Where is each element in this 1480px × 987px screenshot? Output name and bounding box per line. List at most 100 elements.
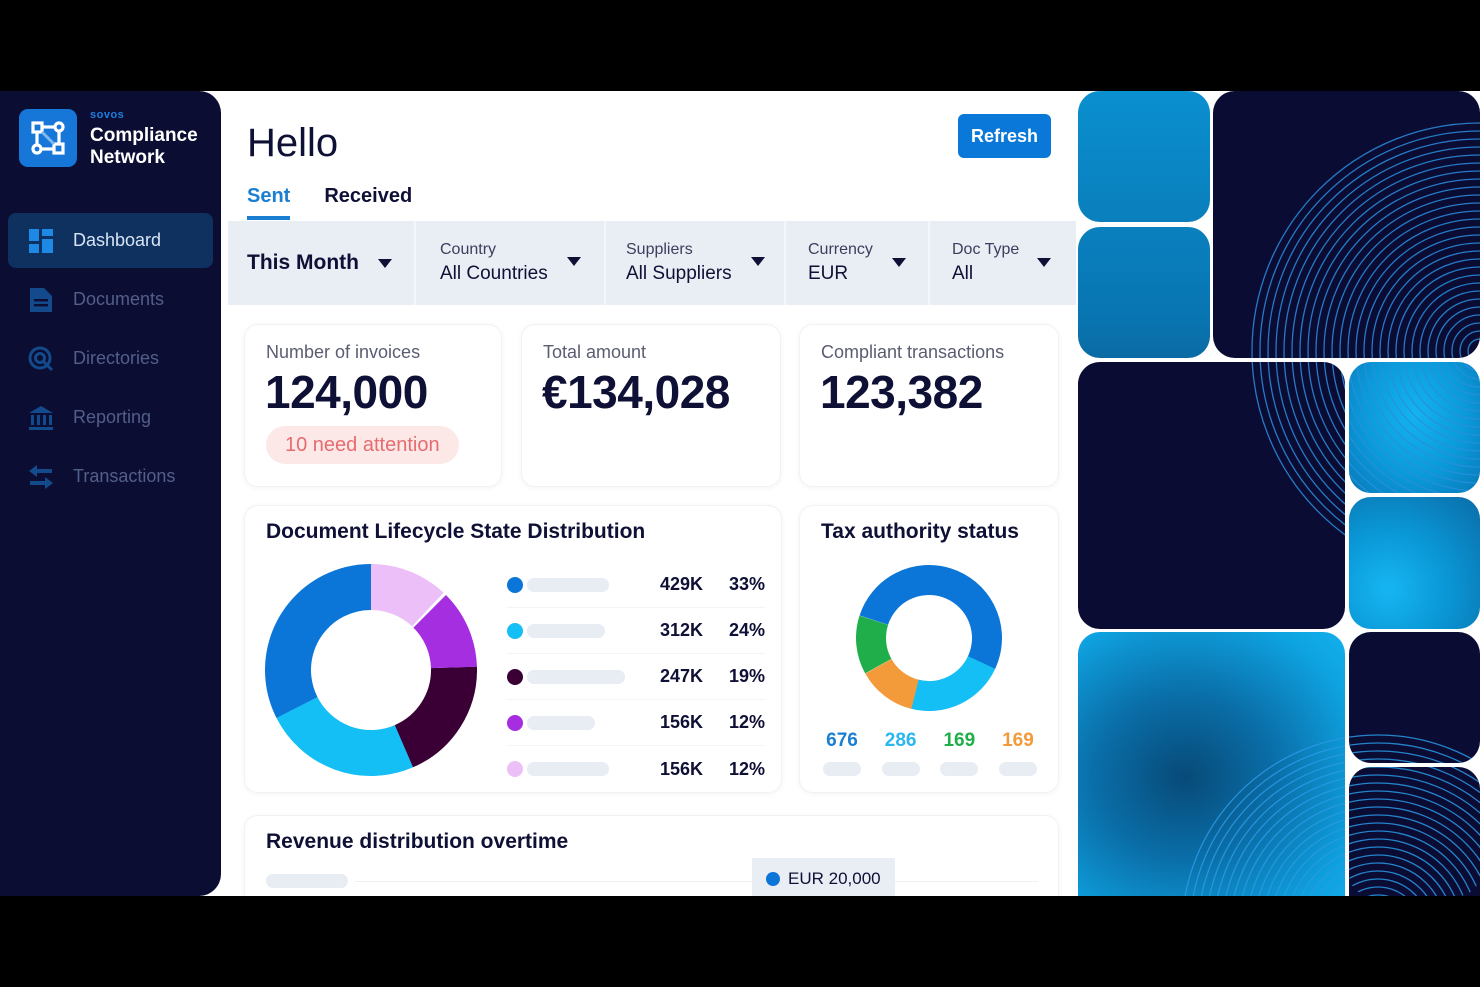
- tax-count: 676: [826, 730, 858, 751]
- legend-color-dot: [507, 668, 523, 685]
- decorative-tile: [1078, 91, 1210, 222]
- country-value: All Countries: [440, 263, 548, 284]
- sidebar-item-dashboard[interactable]: Dashboard: [8, 213, 213, 268]
- swap-arrows-icon: [28, 464, 54, 490]
- revenue-tooltip: EUR 20,000: [752, 858, 895, 896]
- card-title: Document Lifecycle State Distribution: [266, 520, 646, 543]
- legend-value: 156K: [659, 758, 703, 779]
- doc-type-dropdown[interactable]: Doc Type All: [930, 221, 1076, 305]
- period-dropdown[interactable]: This Month: [228, 221, 416, 305]
- brand[interactable]: sovos Compliance Network: [19, 109, 198, 169]
- tooltip-value: EUR 20,000: [788, 869, 881, 888]
- kpi-value: 123,382: [820, 366, 983, 418]
- sidebar-nav: Dashboard Documents Directories: [8, 213, 213, 508]
- legend-percent: 24%: [728, 620, 765, 640]
- country-dropdown[interactable]: Country All Countries: [416, 221, 606, 305]
- chart-gridline: [355, 881, 1038, 882]
- country-label: Country: [440, 241, 497, 258]
- legend-value: 429K: [659, 574, 703, 594]
- refresh-button[interactable]: Refresh: [958, 114, 1051, 158]
- tax-status-item[interactable]: 169: [998, 730, 1038, 776]
- label-placeholder: [998, 762, 1037, 776]
- decorative-tile: [1349, 362, 1480, 493]
- tab-received[interactable]: Received: [324, 185, 413, 207]
- sidebar-item-documents[interactable]: Documents: [8, 272, 213, 327]
- direction-tabs: Sent Received: [247, 185, 446, 220]
- legend-percent: 12%: [728, 712, 765, 732]
- brand-company: sovos: [90, 109, 125, 121]
- tax-status-item[interactable]: 169: [939, 730, 979, 776]
- label-placeholder: [940, 762, 979, 776]
- suppliers-dropdown[interactable]: Suppliers All Suppliers: [606, 221, 786, 305]
- lifecycle-legend: 429K 33% 312K 24% 247K 19%: [507, 562, 765, 792]
- network-nodes-icon: [19, 109, 77, 167]
- page-title: Hello: [247, 121, 339, 165]
- app-screen: sovos Compliance Network Dashboard: [0, 91, 1480, 896]
- bank-building-icon: [28, 405, 54, 431]
- sidebar: sovos Compliance Network Dashboard: [0, 91, 221, 896]
- kpi-card-invoices[interactable]: Number of invoices 124,000 10 need atten…: [244, 324, 502, 487]
- decorative-mosaic: [1078, 91, 1480, 896]
- kpi-value: 124,000: [265, 366, 428, 418]
- tax-status-item[interactable]: 676: [822, 730, 862, 776]
- label-placeholder: [266, 874, 348, 888]
- tax-status-item[interactable]: 286: [881, 730, 921, 776]
- label-placeholder: [881, 762, 920, 776]
- sidebar-item-label: Dashboard: [73, 230, 162, 250]
- chevron-down-icon: [378, 259, 392, 268]
- tab-sent[interactable]: Sent: [247, 185, 291, 220]
- decorative-tile: [1078, 632, 1345, 896]
- label-placeholder: [527, 715, 595, 730]
- legend-row[interactable]: 156K 12%: [507, 746, 765, 792]
- tax-status-values: 676 286 169 169: [822, 730, 1038, 776]
- suppliers-value: All Suppliers: [626, 263, 732, 284]
- tax-count: 169: [943, 730, 976, 751]
- legend-value: 247K: [659, 666, 703, 686]
- tax-status-donut-chart[interactable]: [855, 564, 1003, 712]
- kpi-card-total-amount[interactable]: Total amount €134,028: [521, 324, 781, 487]
- legend-color-dot: [507, 622, 523, 639]
- sidebar-item-label: Directories: [73, 348, 160, 368]
- directory-search-icon: [28, 346, 54, 372]
- dashboard-grid-icon: [28, 228, 54, 254]
- kpi-label: Number of invoices: [266, 342, 421, 362]
- period-value: This Month: [247, 251, 359, 274]
- sidebar-item-reporting[interactable]: Reporting: [8, 390, 213, 445]
- kpi-label: Total amount: [543, 342, 647, 362]
- legend-percent: 33%: [728, 574, 765, 594]
- chevron-down-icon: [751, 257, 765, 266]
- chevron-down-icon: [1037, 258, 1051, 267]
- label-placeholder: [823, 762, 861, 776]
- chevron-down-icon: [892, 258, 906, 267]
- attention-badge[interactable]: 10 need attention: [266, 426, 459, 464]
- doc-type-label: Doc Type: [952, 241, 1020, 258]
- decorative-tile: [1349, 632, 1480, 763]
- chevron-down-icon: [567, 257, 581, 266]
- dashboard-main: Hello Refresh Sent Received This Month C…: [228, 91, 1076, 896]
- label-placeholder: [527, 762, 609, 776]
- kpi-value: €134,028: [542, 366, 730, 418]
- currency-dropdown[interactable]: Currency EUR: [786, 221, 930, 305]
- doc-type-value: All: [952, 263, 974, 284]
- label-placeholder: [527, 669, 625, 684]
- legend-row[interactable]: 312K 24%: [507, 608, 765, 654]
- legend-row[interactable]: 156K 12%: [507, 700, 765, 746]
- sidebar-item-transactions[interactable]: Transactions: [8, 449, 213, 504]
- legend-row[interactable]: 429K 33%: [507, 562, 765, 608]
- legend-color-dot: [507, 576, 523, 593]
- sidebar-item-directories[interactable]: Directories: [8, 331, 213, 386]
- suppliers-label: Suppliers: [626, 241, 693, 258]
- legend-color-dot: [507, 714, 523, 731]
- legend-value: 312K: [659, 620, 703, 640]
- legend-row[interactable]: 247K 19%: [507, 654, 765, 700]
- kpi-card-compliant[interactable]: Compliant transactions 123,382: [799, 324, 1059, 487]
- lifecycle-donut-chart[interactable]: [265, 564, 477, 776]
- series-dot-icon: [766, 872, 780, 886]
- currency-label: Currency: [808, 241, 873, 258]
- concentric-arcs-pattern: [1181, 122, 1480, 896]
- tax-count: 169: [1002, 730, 1034, 751]
- lifecycle-distribution-card: Document Lifecycle State Distribution 42…: [244, 505, 782, 793]
- sidebar-item-label: Documents: [73, 289, 165, 309]
- card-title: Revenue distribution overtime: [266, 830, 569, 853]
- sidebar-item-label: Reporting: [73, 407, 152, 427]
